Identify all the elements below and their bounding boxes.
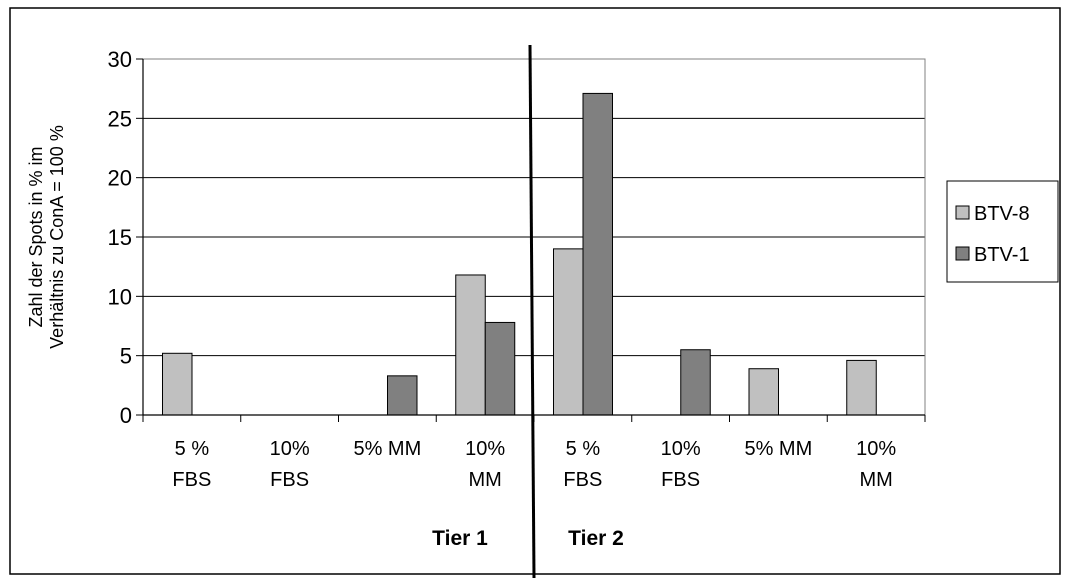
bar-btv-1-4 — [582, 92, 613, 416]
x-tick-label: MM — [468, 469, 501, 491]
bar-btv-8-4 — [553, 248, 584, 416]
legend: BTV-8 BTV-1 — [946, 180, 1059, 283]
x-tick-label: 10% — [661, 438, 701, 460]
y-tick-labels: 0 5 10 15 20 25 30 — [108, 47, 132, 428]
y-tick-label: 20 — [108, 166, 132, 191]
bar-btv-1-3 — [484, 321, 516, 416]
bar-btv-8-7 — [846, 359, 877, 416]
chart-border — [9, 7, 1061, 575]
bar-btv-1-5 — [680, 349, 711, 416]
y-tick-label: 25 — [108, 106, 132, 131]
bar-btv-1-2 — [387, 375, 418, 416]
y-tick-label: 0 — [120, 403, 132, 428]
x-tick-label: 5 % — [566, 438, 601, 460]
bar-btv-8-0 — [162, 352, 193, 416]
bar-btv-8-6 — [748, 368, 779, 416]
x-tick-label: 10% — [856, 438, 896, 460]
x-tick-label: 5% MM — [744, 438, 812, 460]
x-tick-label: MM — [859, 469, 892, 491]
bars — [162, 92, 877, 416]
x-tick-labels: 5 % FBS 10% FBS 5% MM 10% MM 5 % FBS 10% FBS 5% MM 1… — [172, 438, 896, 491]
bar-btv-8-3 — [455, 274, 486, 416]
y-axis-label-line-2: Verhältnis zu ConA = 100 % — [47, 125, 67, 349]
legend-box — [946, 180, 1059, 283]
legend-label-btv-1: BTV-1 — [974, 244, 1030, 266]
group-divider-line — [528, 44, 536, 579]
x-tick-label: FBS — [172, 469, 211, 491]
group-label-tier-1: Tier 1 — [432, 527, 488, 550]
y-tick-label: 30 — [108, 47, 132, 72]
x-tick-label: 10% — [270, 438, 310, 460]
group-label-tier-2: Tier 2 — [568, 527, 624, 550]
legend-swatch-btv-8 — [955, 205, 970, 220]
x-tick-label: FBS — [661, 469, 700, 491]
y-tick-label: 10 — [108, 284, 132, 309]
legend-label-btv-8: BTV-8 — [974, 203, 1030, 225]
x-tick-label: FBS — [270, 469, 309, 491]
x-tick-label: 5% MM — [353, 438, 421, 460]
y-tick-label: 5 — [120, 344, 132, 369]
x-tick-label: 5 % — [175, 438, 210, 460]
y-axis-label-line-1: Zahl der Spots in % im — [26, 146, 46, 327]
x-tick-label: FBS — [563, 469, 602, 491]
legend-swatch-btv-1 — [955, 246, 970, 261]
x-tick-label: 10% — [465, 438, 505, 460]
y-tick-label: 15 — [108, 225, 132, 250]
